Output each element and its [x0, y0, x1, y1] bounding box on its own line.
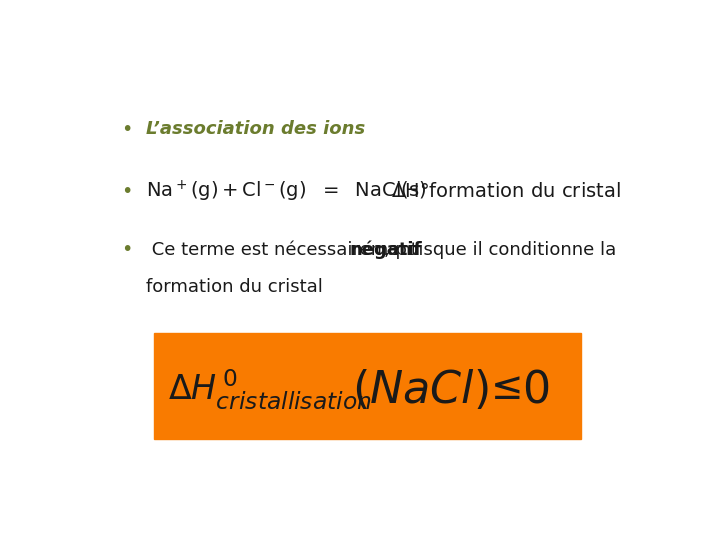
- Text: , puisque il conditionne la: , puisque il conditionne la: [384, 241, 616, 259]
- Text: •: •: [121, 120, 132, 139]
- Text: $0$: $0$: [523, 369, 549, 411]
- Text: $\leq$: $\leq$: [483, 369, 521, 407]
- Text: $\mathsf{Na^+(g) + Cl^-(g)\ \ =\ \ NaCl(s)}$: $\mathsf{Na^+(g) + Cl^-(g)\ \ =\ \ NaCl(…: [145, 179, 426, 204]
- Text: $\Delta H^{\,0}_{cristallisation}$: $\Delta H^{\,0}_{cristallisation}$: [168, 368, 372, 413]
- Text: $\mathsf{\Delta H°formation\ du\ cristal}$: $\mathsf{\Delta H°formation\ du\ cristal…: [392, 182, 621, 201]
- Text: •: •: [121, 240, 132, 259]
- Text: Ce terme est nécessairement: Ce terme est nécessairement: [145, 241, 423, 259]
- Text: négatif: négatif: [349, 241, 422, 259]
- FancyBboxPatch shape: [154, 333, 581, 439]
- Text: $\mathit{(NaCl)}$: $\mathit{(NaCl)}$: [352, 368, 489, 412]
- Text: L’association des ions: L’association des ions: [145, 120, 365, 138]
- Text: •: •: [121, 182, 132, 201]
- Text: formation du cristal: formation du cristal: [145, 278, 323, 296]
